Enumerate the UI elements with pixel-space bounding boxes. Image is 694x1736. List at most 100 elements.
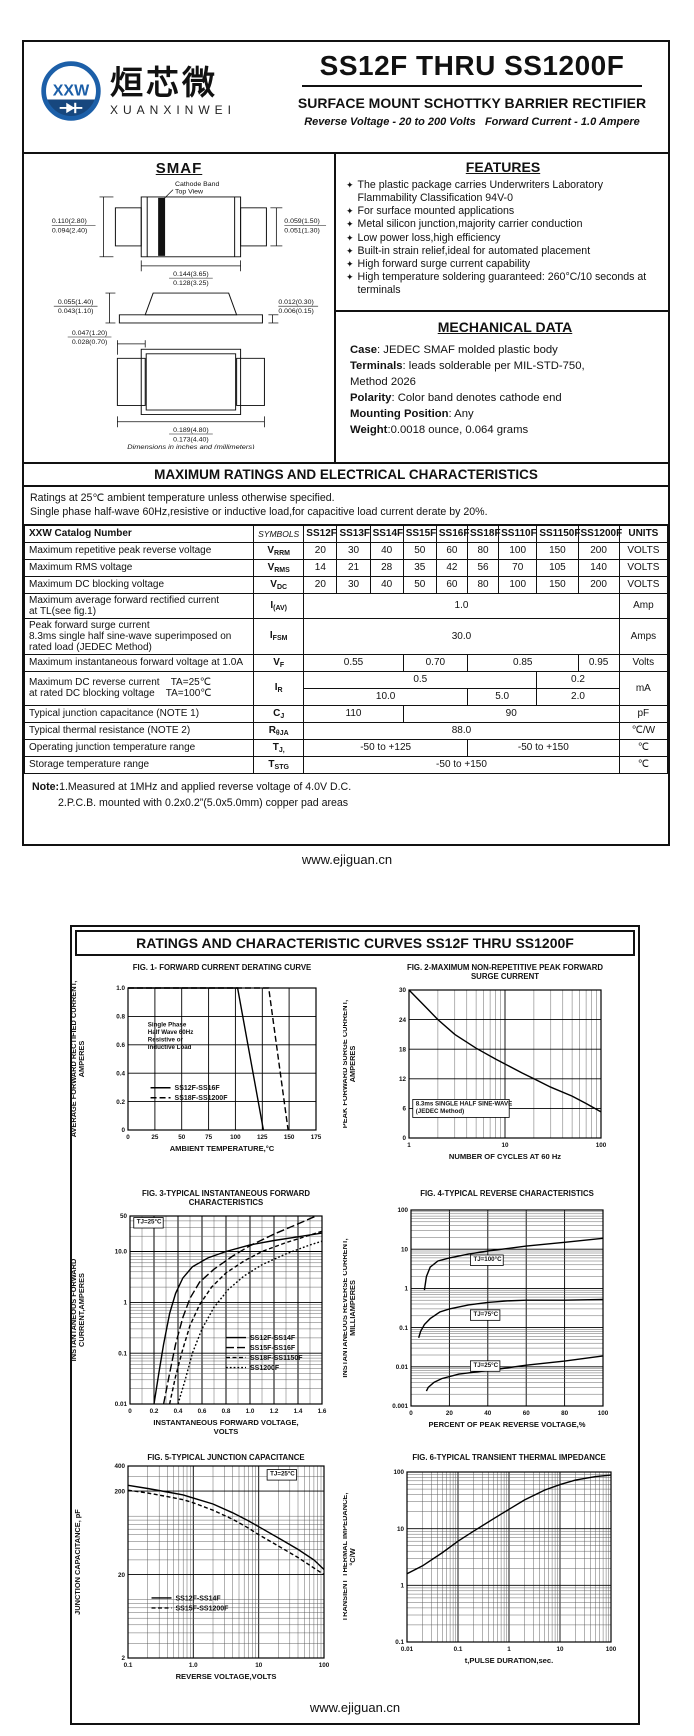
table-row: Maximum average forward rectified curren… [23, 592, 669, 619]
figure-3: 0 0.2 0.4 0.6 0.8 1.0 1.2 1.4 1.6 0.01 0.1 1 10.0 50 F… [72, 1186, 340, 1444]
unit-cell: ℃ [618, 738, 669, 757]
feature-bullet-icon: ✦ [346, 245, 354, 256]
mechanical-line: Case: JEDEC SMAF molded plastic body [350, 342, 660, 358]
fig3-series-1 [162, 1215, 317, 1405]
fig3-legend-label: SS12F-SS14F [250, 1335, 296, 1342]
table-row: Maximum DC reverse current TA=25℃ at rate… [23, 670, 669, 706]
website-link-top[interactable]: www.ejiguan.cn [301, 852, 393, 867]
fig4-xtick: 0 [409, 1410, 413, 1417]
mechanical-line: Method 2026 [350, 374, 660, 390]
symbol-subscript: R [277, 687, 283, 695]
feature-bullet-icon: ✦ [346, 180, 354, 190]
fig5-series-1 [127, 1489, 325, 1576]
fig5-chart: 0.1 1.0 10 100 2 20 200 400 FIG. 5-TYPICAL JUNCT… [73, 1453, 330, 1681]
symbol-base: T [272, 741, 279, 753]
fig6-xtick: 1 [507, 1646, 511, 1653]
ratings-conditions: Ratings at 25℃ ambient temperature unles… [24, 487, 668, 525]
mechanical-line: Mounting Position: Any [350, 406, 660, 422]
value-cell: -50 to +125 [303, 738, 468, 757]
fig1-ytick: 0.6 [116, 1042, 125, 1049]
parameter-line: Maximum RMS voltage [29, 562, 133, 574]
parameter-line: Typical junction capacitance (NOTE 1) [29, 708, 200, 720]
website-link-bottom[interactable]: www.ejiguan.cn [309, 1700, 401, 1715]
symbol-cell: IR [253, 670, 305, 706]
fig4-annotation: TJ=25°C [473, 1362, 498, 1369]
fig1-xtick: 0 [126, 1134, 130, 1141]
feature-item: ✦ For surface mounted applications [346, 205, 660, 218]
fig4-xtick: 60 [523, 1410, 531, 1417]
value-cell: 30 [336, 575, 371, 594]
fig6-ytick: 10 [397, 1526, 405, 1533]
fig4-ytick: 10 [401, 1246, 409, 1253]
symbol-cell: TJ, [253, 738, 305, 757]
value-cell: 0.70 [402, 653, 469, 672]
mechanical-line: Weight:0.0018 ounce, 0.064 grams [350, 422, 660, 438]
value-cell: 110 [303, 704, 404, 723]
symbol-cell: CJ [253, 704, 305, 723]
value-cell: 5.0 [466, 687, 538, 706]
symbol-subscript: F [279, 661, 285, 669]
column-header-part: SS12F [303, 524, 338, 543]
unit-cell: ℃/W [618, 721, 669, 740]
xxw-logo-icon: XXW [41, 61, 101, 121]
value-cell: 2.0 [536, 687, 620, 706]
fig1-ytick: 0 [121, 1127, 125, 1134]
fig3-ylabel: INSTANTANEOUS FORWARDCURRENT,AMPERES [72, 1258, 86, 1361]
fig1-ytick: 0.2 [116, 1099, 125, 1106]
symbol-base: V [267, 544, 275, 556]
feature-item: ✦ The plastic package carries Underwriter… [346, 179, 660, 205]
parameter-cell: Typical thermal resistance (NOTE 2) [23, 721, 255, 740]
feature-bullet-icon: ✦ [346, 232, 354, 243]
fig2-ytick: 24 [399, 1017, 407, 1024]
fig6-ytick: 100 [393, 1469, 404, 1476]
parameter-cell: Maximum instantaneous forward voltage at… [23, 653, 255, 672]
feature-text: For surface mounted applications [357, 205, 515, 218]
unit-cell: pF [618, 704, 669, 723]
fig1-xtick: 75 [205, 1134, 213, 1141]
fig1-legend-label: SS18F-SS1200F [175, 1095, 229, 1102]
svg-text:0.059(1.50): 0.059(1.50) [284, 218, 319, 225]
value-cell: 0.5 [303, 670, 538, 689]
value-cell: 21 [336, 558, 371, 577]
fig3-ytick: 1 [123, 1300, 127, 1307]
table-row: Maximum RMS voltage VRMS 14 21 28 35 42 56 70 105… [23, 558, 669, 577]
fig4-series-1 [418, 1298, 604, 1338]
parameter-line: rated load (JEDEC Method) [29, 641, 152, 653]
column-header-part: SS13F [336, 524, 371, 543]
svg-text:0.047(1.20): 0.047(1.20) [72, 330, 107, 337]
fig4-ytick: 0.001 [392, 1403, 408, 1410]
footnote-2: 2.P.C.B. mounted with 0.2x0.2”(5.0x5.0mm… [58, 797, 349, 809]
fig5-title: FIG. 5-TYPICAL JUNCTION CAPACITANCE [147, 1453, 304, 1462]
fig2-ytick: 6 [402, 1106, 406, 1113]
mechanical-value: : leads solderable per MIL-STD-750, [402, 359, 585, 372]
feature-bullet-icon: ✦ [346, 219, 354, 230]
figure-4: 0 20 40 60 80 100 0.001 0.01 0.1 1 10 100 FIG. 4-TYP… [340, 1186, 638, 1444]
brand-logo: XXW 烜芯微 XUANXINWEI [38, 58, 236, 124]
fig5-xtick: 0.1 [124, 1662, 133, 1669]
fig3-chart: 0 0.2 0.4 0.6 0.8 1.0 1.2 1.4 1.6 0.01 0.1 1 10.0 50 F… [72, 1189, 327, 1436]
unit-cell: VOLTS [618, 558, 669, 577]
fig1-title: FIG. 1- FORWARD CURRENT DERATING CURVE [133, 963, 311, 972]
fig3-title: CHARACTERISTICS [189, 1198, 264, 1207]
unit-cell: VOLTS [618, 575, 669, 594]
value-cell: 0.85 [467, 653, 579, 672]
brand-name-en: XUANXINWEI [110, 103, 237, 118]
ratings-tagline: Reverse Voltage - 20 to 200 Volts Forwar… [304, 116, 640, 128]
unit-cell: Amp [618, 592, 669, 619]
symbol-base: V [270, 578, 277, 590]
ratings-table: XXW Catalog Number SYMBOLS SS12F SS13F SS14F… [23, 524, 669, 774]
mechanical-value: :0.0018 ounce, 0.064 grams [387, 424, 529, 437]
fig4-annotation: TJ=100°C [473, 1256, 502, 1263]
brand-text: 烜芯微 XUANXINWEI [110, 64, 237, 118]
package-name: SMAF [155, 160, 203, 177]
value-cell: 100 [498, 575, 538, 594]
symbol-cell: RθJA [253, 721, 305, 740]
mechanical-value: : Color band denotes cathode end [391, 391, 562, 404]
fig6-series-0 [406, 1474, 612, 1575]
value-cell: 50 [402, 575, 437, 594]
logo-mark-text: XXW [53, 82, 90, 100]
ratings-condition-1: Ratings at 25℃ ambient temperature unles… [30, 492, 335, 504]
page1-header: XXW 烜芯微 XUANXINWEI SS12F THRU SS1200F SU… [24, 42, 668, 154]
mechanical-data-section: MECHANICAL DATA Case: JEDEC SMAF molded … [336, 312, 668, 438]
